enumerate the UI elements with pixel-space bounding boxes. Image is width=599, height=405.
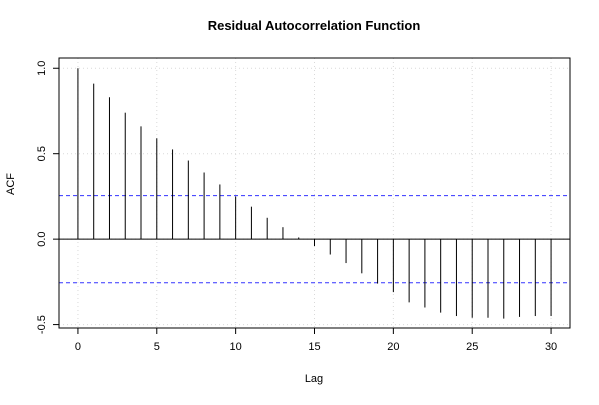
y-axis: -0.5 0.0 0.5 1.0 xyxy=(36,61,59,334)
y-tick-label-3: 1.0 xyxy=(36,61,48,76)
x-tick-label-3: 15 xyxy=(308,341,320,353)
x-tick-label-2: 10 xyxy=(230,341,242,353)
y-tick-label-0: -0.5 xyxy=(36,315,48,334)
x-axis: 0 5 10 15 20 25 30 xyxy=(75,328,557,353)
x-tick-label-1: 5 xyxy=(154,341,160,353)
y-tick-label-1: 0.0 xyxy=(36,231,48,246)
confidence-bands xyxy=(59,195,570,284)
y-tick-label-2: 0.5 xyxy=(36,146,48,161)
x-tick-label-0: 0 xyxy=(75,341,81,353)
x-tick-label-4: 20 xyxy=(387,341,399,353)
grid-lines xyxy=(59,58,570,328)
acf-bars xyxy=(77,68,552,319)
x-axis-label: Lag xyxy=(305,373,323,385)
y-axis-label: ACF xyxy=(5,173,17,195)
chart-title: Residual Autocorrelation Function xyxy=(208,18,421,33)
x-tick-label-6: 30 xyxy=(545,341,557,353)
x-tick-label-5: 25 xyxy=(466,341,478,353)
